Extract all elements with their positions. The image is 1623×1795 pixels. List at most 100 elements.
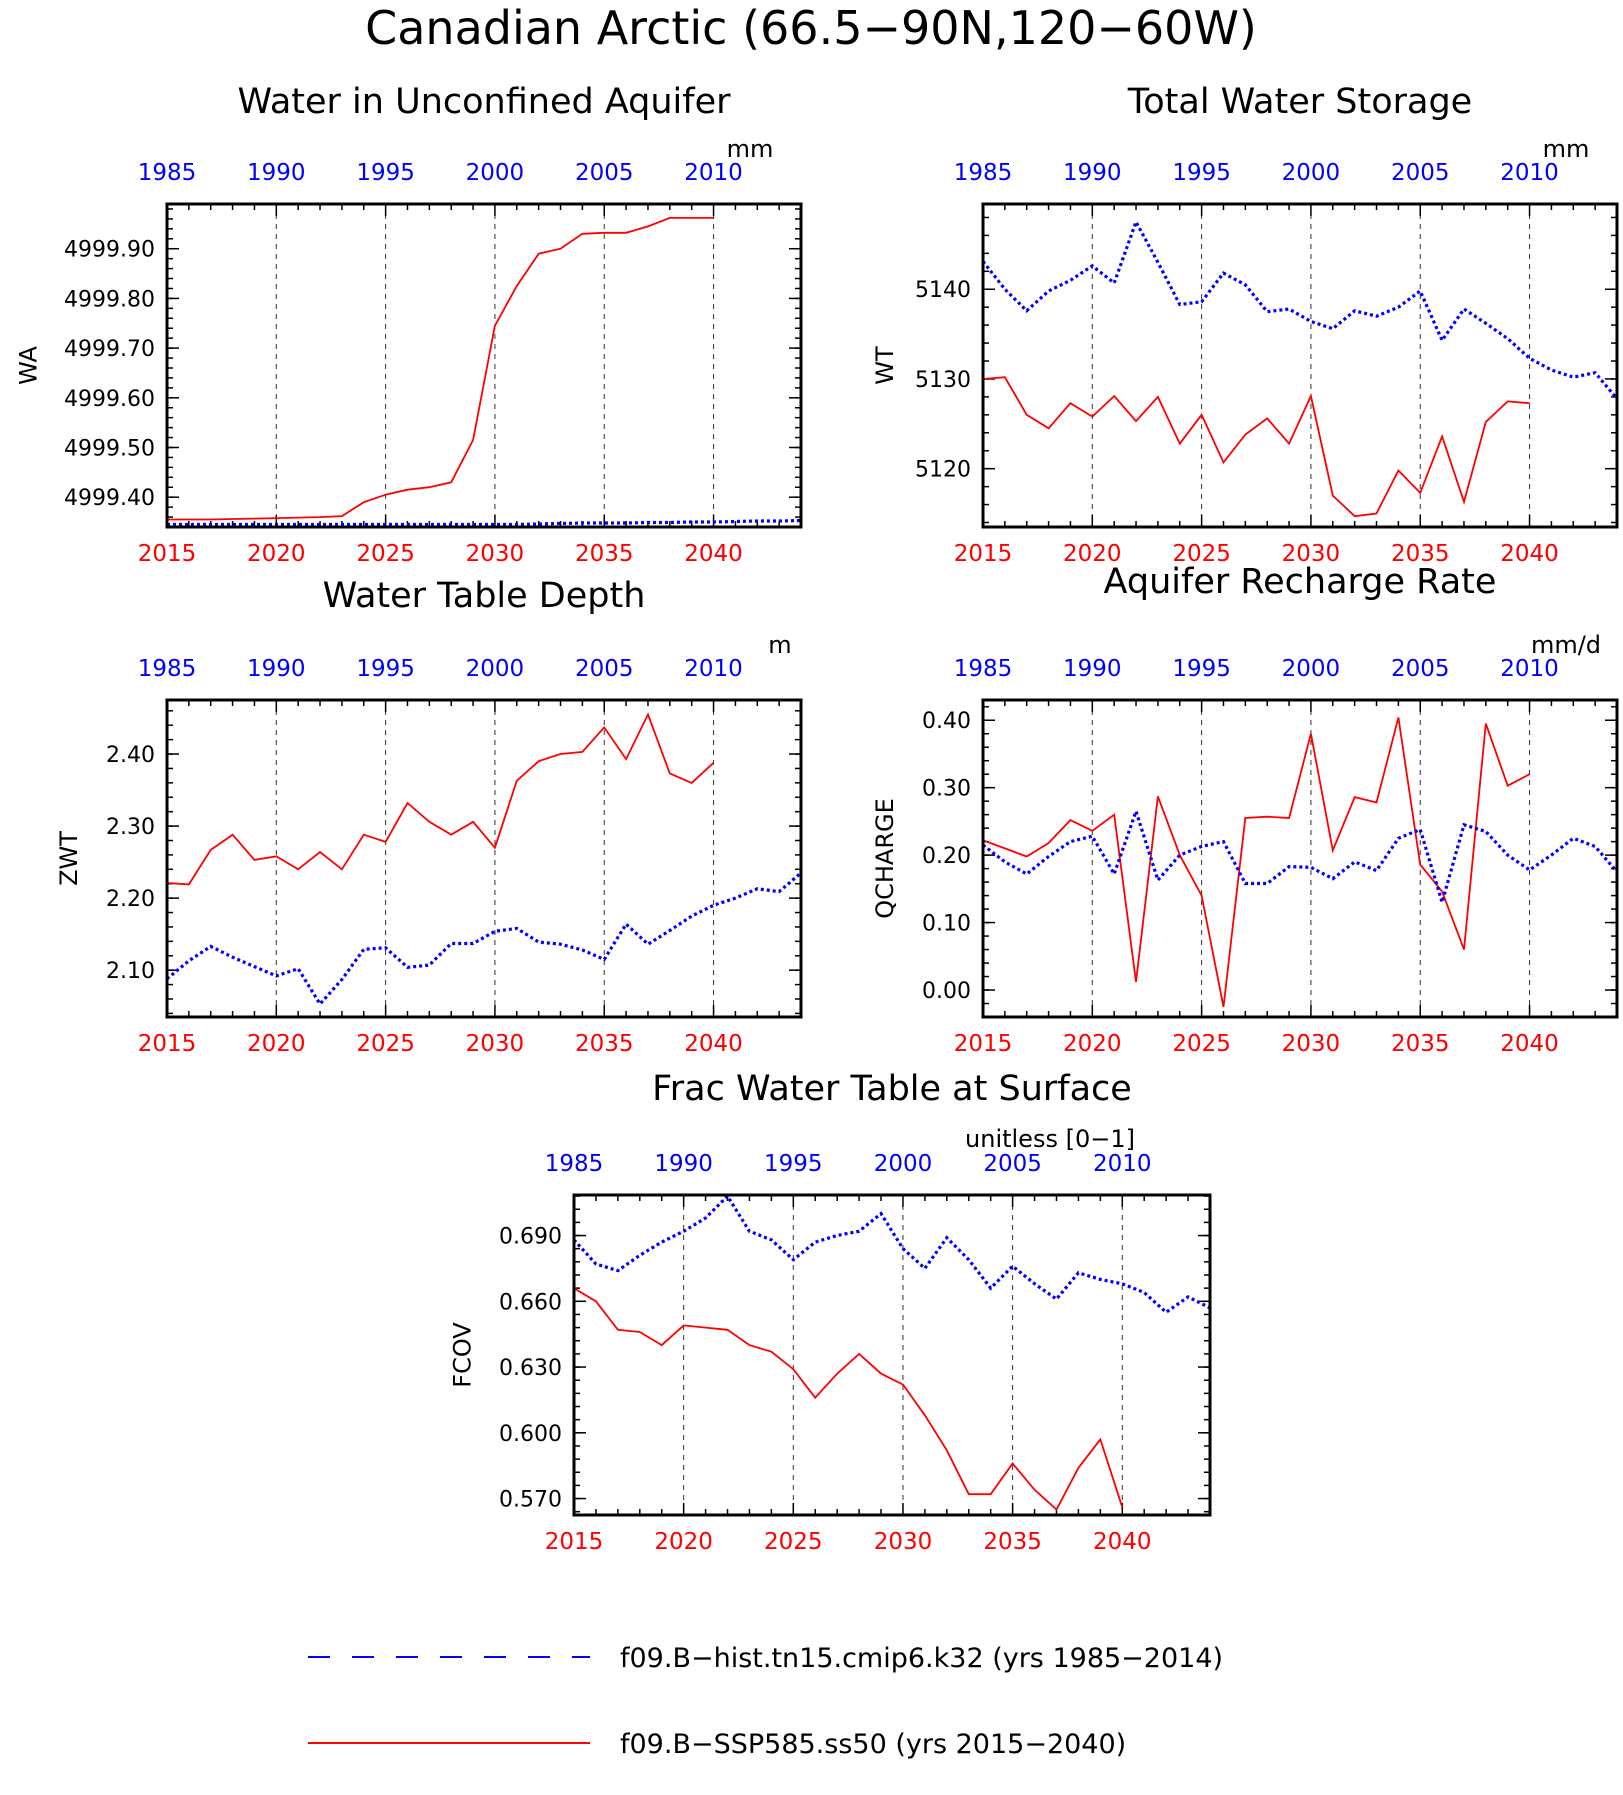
y-tick-label: 4999.50 (64, 436, 155, 461)
panel-title: Frac Water Table at Surface (652, 1069, 1132, 1109)
x-tick-label-bottom: 2030 (1282, 1031, 1341, 1057)
y-tick-label: 0.40 (922, 709, 971, 734)
x-tick-label-bottom: 2025 (1172, 541, 1231, 567)
panel-aquifer-recharge-rate: Aquifer Recharge Rate mm/d 2015 2020 2025 203… (871, 562, 1619, 1057)
x-tick-label-bottom: 2040 (1093, 1529, 1152, 1555)
x-tick-label-top: 1985 (954, 656, 1013, 682)
panel-title: Total Water Storage (1127, 82, 1472, 122)
x-tick-label-top: 2000 (1282, 160, 1341, 186)
plot-frame (981, 698, 1619, 1019)
x-tick-label-bottom: 2015 (545, 1529, 604, 1555)
plot-frame (572, 1193, 1212, 1517)
series-hist-line (167, 518, 801, 527)
y-axis-label: WA (15, 346, 43, 385)
x-tick-label-bottom: 2040 (1500, 541, 1559, 567)
y-tick-label: 0.690 (499, 1225, 562, 1250)
x-tick-label-bottom: 2015 (138, 541, 197, 567)
x-tick-label-top: 1995 (764, 1151, 823, 1177)
y-tick-label: 0.570 (499, 1488, 562, 1513)
x-tick-label-bottom: 2040 (1500, 1031, 1559, 1057)
x-tick-label-bottom: 2020 (1063, 541, 1122, 567)
x-tick-label-bottom: 2035 (983, 1529, 1042, 1555)
x-tick-label-bottom: 2030 (466, 1031, 525, 1057)
series-ssp-line (983, 717, 1531, 1008)
y-tick-label: 2.10 (106, 959, 155, 984)
panel-water-in-unconfined-aquifer: Water in Unconfined Aquifer mm 2015 2020 202… (15, 82, 803, 567)
x-tick-label-top: 1990 (247, 656, 306, 682)
panel-water-table-depth: Water Table Depth m 2015 2020 2025 2030 2035 20… (55, 576, 803, 1057)
legend-ssp-label: f09.B−SSP585.ss50 (yrs 2015−2040) (620, 1729, 1126, 1760)
legend-hist-label: f09.B−hist.tn15.cmip6.k32 (yrs 1985−2014… (620, 1643, 1223, 1674)
panel-title: Aquifer Recharge Rate (1104, 562, 1497, 602)
panel-title: Water Table Depth (323, 576, 646, 616)
x-tick-label-top: 2005 (575, 656, 634, 682)
x-tick-label-top: 1990 (1063, 656, 1122, 682)
x-tick-label-bottom: 2025 (764, 1529, 823, 1555)
y-tick-label: 0.660 (499, 1290, 562, 1315)
y-tick-label: 0.30 (922, 777, 971, 802)
y-tick-label: 0.600 (499, 1422, 562, 1447)
units-label: m (768, 631, 791, 659)
series-ssp-line (167, 216, 714, 521)
y-axis-label: FCOV (449, 1322, 477, 1388)
x-tick-label-top: 1990 (1063, 160, 1122, 186)
x-tick-label-bottom: 2020 (654, 1529, 713, 1555)
x-tick-label-bottom: 2025 (1172, 1031, 1231, 1057)
x-tick-label-top: 2005 (575, 160, 634, 186)
x-tick-label-top: 1985 (138, 160, 197, 186)
x-tick-label-top: 2000 (874, 1151, 933, 1177)
x-tick-label-top: 2010 (1500, 160, 1559, 186)
y-tick-label: 5140 (915, 278, 971, 303)
x-tick-label-top: 1995 (356, 160, 415, 186)
series-hist-line (574, 1195, 1210, 1315)
y-tick-label: 4999.40 (64, 486, 155, 511)
x-tick-label-bottom: 2020 (1063, 1031, 1122, 1057)
x-tick-label-top: 2005 (1391, 160, 1450, 186)
series-hist-line (983, 217, 1617, 400)
x-tick-label-bottom: 2040 (684, 1031, 743, 1057)
y-tick-label: 4999.70 (64, 337, 155, 362)
y-axis-label: ZWT (55, 831, 83, 886)
x-tick-label-bottom: 2030 (1282, 541, 1341, 567)
series-ssp-line (167, 712, 715, 886)
x-tick-label-top: 1995 (1172, 656, 1231, 682)
y-tick-label: 2.30 (106, 815, 155, 840)
x-tick-label-top: 2000 (466, 160, 525, 186)
plot-frame (165, 698, 803, 1019)
x-tick-label-bottom: 2040 (684, 541, 743, 567)
y-axis-label: QCHARGE (871, 798, 899, 919)
series-hist-line (983, 806, 1617, 909)
x-tick-label-top: 1995 (356, 656, 415, 682)
y-tick-label: 5130 (915, 368, 971, 393)
x-tick-label-bottom: 2035 (575, 1031, 634, 1057)
x-tick-label-bottom: 2015 (138, 1031, 197, 1057)
x-tick-label-bottom: 2030 (466, 541, 525, 567)
x-tick-label-bottom: 2015 (954, 1031, 1013, 1057)
series-ssp-line (983, 376, 1530, 518)
x-tick-label-bottom: 2025 (356, 541, 415, 567)
panel-total-water-storage: Total Water Storage mm 2015 2020 2025 2030 203… (871, 82, 1619, 567)
series-ssp-line (574, 1287, 1124, 1511)
units-label: unitless [0−1] (965, 1125, 1135, 1153)
units-label: mm (727, 135, 774, 163)
y-tick-label: 4999.80 (64, 287, 155, 312)
x-tick-label-bottom: 2015 (954, 541, 1013, 567)
y-tick-label: 4999.90 (64, 238, 155, 263)
x-tick-label-top: 1985 (138, 656, 197, 682)
y-tick-label: 0.00 (922, 979, 971, 1004)
x-tick-label-bottom: 2020 (247, 541, 306, 567)
y-tick-label: 0.10 (922, 912, 971, 937)
x-tick-label-top: 2005 (1391, 656, 1450, 682)
x-tick-label-top: 1985 (545, 1151, 604, 1177)
x-tick-label-top: 2000 (466, 656, 525, 682)
x-tick-label-top: 1990 (654, 1151, 713, 1177)
x-tick-label-bottom: 2035 (575, 541, 634, 567)
x-tick-label-top: 2010 (1093, 1151, 1152, 1177)
y-tick-label: 2.40 (106, 743, 155, 768)
y-tick-label: 4999.60 (64, 387, 155, 412)
x-tick-label-bottom: 2020 (247, 1031, 306, 1057)
y-tick-label: 5120 (915, 458, 971, 483)
x-tick-label-top: 1995 (1172, 160, 1231, 186)
x-tick-label-bottom: 2030 (874, 1529, 933, 1555)
